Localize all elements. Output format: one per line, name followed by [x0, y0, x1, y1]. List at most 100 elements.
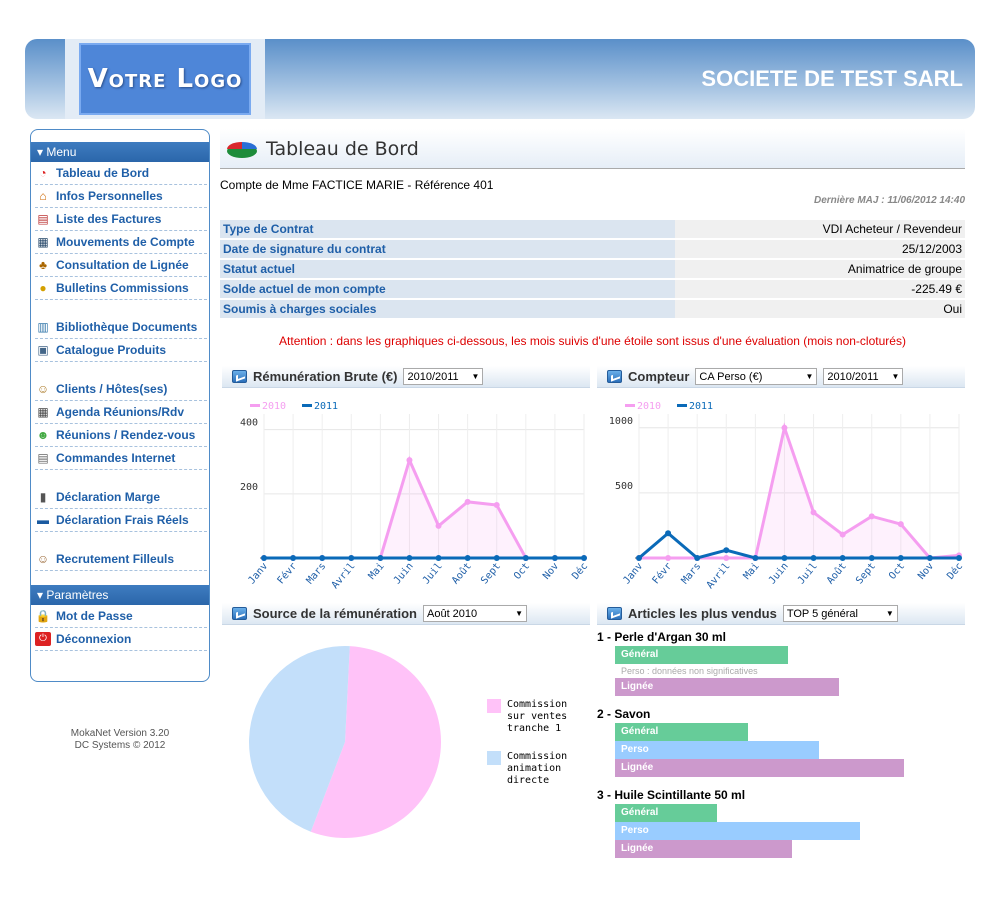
articles-title: Articles les plus vendus [628, 606, 777, 621]
articles-top-select[interactable]: TOP 5 général ▼ [782, 605, 898, 622]
article-bar: Perso [615, 741, 819, 759]
legend-label: 2011 [689, 401, 713, 412]
version-text: MokaNet Version 3.20 [70, 728, 170, 739]
source-month-value: Août 2010 [427, 607, 478, 620]
compteur-type-value: CA Perso (€) [699, 370, 763, 383]
menu-header[interactable]: ▾ Menu [31, 142, 209, 162]
meeting-icon: ☻ [36, 428, 50, 442]
page-header: Votre Logo SOCIETE DE TEST SARL [25, 39, 975, 119]
compteur-type-select[interactable]: CA Perso (€) ▼ [695, 368, 818, 385]
data-point [581, 555, 587, 561]
sidebar-item-label: Tableau de Bord [56, 166, 150, 180]
compteur-panel-header: Compteur CA Perso (€) ▼ 2010/2011 ▼ [597, 366, 965, 388]
sidebar-item-declaration-frais-reels[interactable]: ▬ Déclaration Frais Réels [35, 509, 207, 532]
y-tick-label: 500 [615, 481, 633, 492]
params-header[interactable]: ▾ Paramètres [31, 585, 209, 605]
source-title: Source de la rémunération [253, 606, 417, 621]
pie-chart-icon [227, 141, 257, 158]
x-tick-label: Août [824, 560, 849, 586]
chevron-down-icon: ▼ [515, 609, 523, 618]
sidebar-item-clients-hotes-ses[interactable]: ☺ Clients / Hôtes(ses) [35, 378, 207, 401]
x-tick-label: Déc [944, 560, 965, 582]
logout-icon: ⏻ [35, 632, 51, 646]
legend-label: 2011 [314, 401, 338, 412]
info-key: Soumis à charges sociales [220, 300, 675, 318]
data-point [290, 555, 297, 561]
article-bar: Général [615, 804, 717, 822]
sidebar-item-mouvements-de-compte[interactable]: ▦ Mouvements de Compte [35, 231, 207, 254]
info-row: Statut actuel Animatrice de groupe [220, 260, 965, 278]
source-month-select[interactable]: Août 2010 ▼ [423, 605, 527, 622]
data-point [636, 555, 642, 561]
article-note: Perso : données non significatives [621, 666, 758, 676]
last-update: Dernière MAJ : 11/06/2012 14:40 [813, 195, 965, 206]
page-titlebar: Tableau de Bord [220, 129, 965, 169]
article-bar-row: Lignée [615, 759, 965, 777]
article-item: 1 - Perle d'Argan 30 ml Général Perso : do… [597, 630, 965, 696]
sidebar-item-agenda-reunions-rdv[interactable]: ▦ Agenda Réunions/Rdv [35, 401, 207, 424]
coin-icon: ● [39, 281, 47, 295]
legend-swatch [302, 404, 312, 407]
company-name: SOCIETE DE TEST SARL [701, 66, 963, 91]
sidebar-item-catalogue-produits[interactable]: ▣ Catalogue Produits [35, 339, 207, 362]
x-tick-label: Juin [392, 561, 416, 587]
sidebar-item-mot-de-passe[interactable]: 🔒 Mot de Passe [35, 605, 207, 628]
remuneration-year-select[interactable]: 2010/2011 ▼ [403, 368, 484, 385]
sidebar-item-infos-personnelles[interactable]: ⌂ Infos Personnelles [35, 185, 207, 208]
sidebar-item-tableau-de-bord[interactable]: ◔ Tableau de Bord [35, 162, 207, 185]
sidebar-item-bibliotheque-documents[interactable]: ▥ Bibliothèque Documents [35, 316, 207, 339]
source-panel-header: Source de la rémunération Août 2010 ▼ [222, 603, 590, 625]
legend-label: 2010 [637, 401, 661, 412]
data-point [752, 555, 759, 561]
legend-swatch [250, 404, 260, 407]
article-bar-row: Lignée [615, 840, 965, 858]
version-info: MokaNet Version 3.20 DC Systems © 2012 [30, 728, 210, 752]
article-bar: Général [615, 723, 748, 741]
main-content: Tableau de Bord Compte de Mme FACTICE MA… [220, 129, 965, 348]
x-tick-label: Juil [421, 561, 445, 587]
account-icon: ▦ [37, 235, 49, 249]
sidebar-item-recrutement-filleuls[interactable]: ☺ Recrutement Filleuls [35, 548, 207, 571]
remuneration-panel: Rémunération Brute (€) 2010/2011 ▼ 2010 20… [222, 366, 590, 603]
sidebar-item-label: Clients / Hôtes(ses) [56, 382, 168, 396]
margin-icon: ▮ [39, 490, 47, 504]
books-icon: ▥ [37, 320, 49, 334]
sidebar-item-bulletins-commissions[interactable]: ● Bulletins Commissions [35, 277, 207, 300]
info-row: Soumis à charges sociales Oui [220, 300, 965, 318]
logo-text: Votre Logo [87, 64, 243, 94]
sidebar-item-label: Bulletins Commissions [56, 281, 189, 295]
logo[interactable]: Votre Logo [79, 43, 251, 115]
legend-swatch [487, 699, 501, 713]
data-point [406, 457, 413, 464]
data-point [810, 555, 817, 561]
data-point [781, 424, 788, 431]
info-value: Animatrice de groupe [675, 260, 965, 278]
article-title: 2 - Savon [597, 707, 651, 721]
article-bar: Général [615, 646, 789, 664]
data-point [868, 555, 875, 561]
chart-icon [607, 607, 622, 620]
sidebar-item-consultation-de-lignee[interactable]: ♣ Consultation de Lignée [35, 254, 207, 277]
info-row: Date de signature du contrat 25/12/2003 [220, 240, 965, 258]
info-key: Type de Contrat [220, 220, 675, 238]
compteur-panel: Compteur CA Perso (€) ▼ 2010/2011 ▼ 2010 20… [597, 366, 965, 603]
page-title: Tableau de Bord [266, 137, 419, 160]
x-tick-label: Avril [705, 561, 733, 591]
data-point [839, 555, 846, 561]
article-bar-row: Général [615, 646, 965, 664]
sidebar-item-liste-des-factures[interactable]: ▤ Liste des Factures [35, 208, 207, 231]
sidebar-item-label: Liste des Factures [56, 212, 162, 226]
sidebar-item-declaration-marge[interactable]: ▮ Déclaration Marge [35, 486, 207, 509]
sidebar-item-deconnexion[interactable]: ⏻ Déconnexion [35, 628, 207, 651]
x-tick-label: Mars [680, 561, 704, 587]
sidebar-item-commandes-internet[interactable]: ▤ Commandes Internet [35, 447, 207, 470]
invoice-icon: ▤ [37, 212, 49, 226]
info-value: VDI Acheteur / Revendeur [675, 220, 965, 238]
recruit-icon: ☺ [36, 552, 50, 566]
compteur-year-select[interactable]: 2010/2011 ▼ [823, 368, 904, 385]
sidebar-item-label: Commandes Internet [56, 451, 176, 465]
sidebar-item-reunions-rendez-vous[interactable]: ☻ Réunions / Rendez-vous [35, 424, 207, 447]
sidebar-item-label: Déclaration Marge [56, 490, 161, 504]
y-tick-label: 400 [240, 418, 258, 429]
data-point [377, 555, 384, 561]
